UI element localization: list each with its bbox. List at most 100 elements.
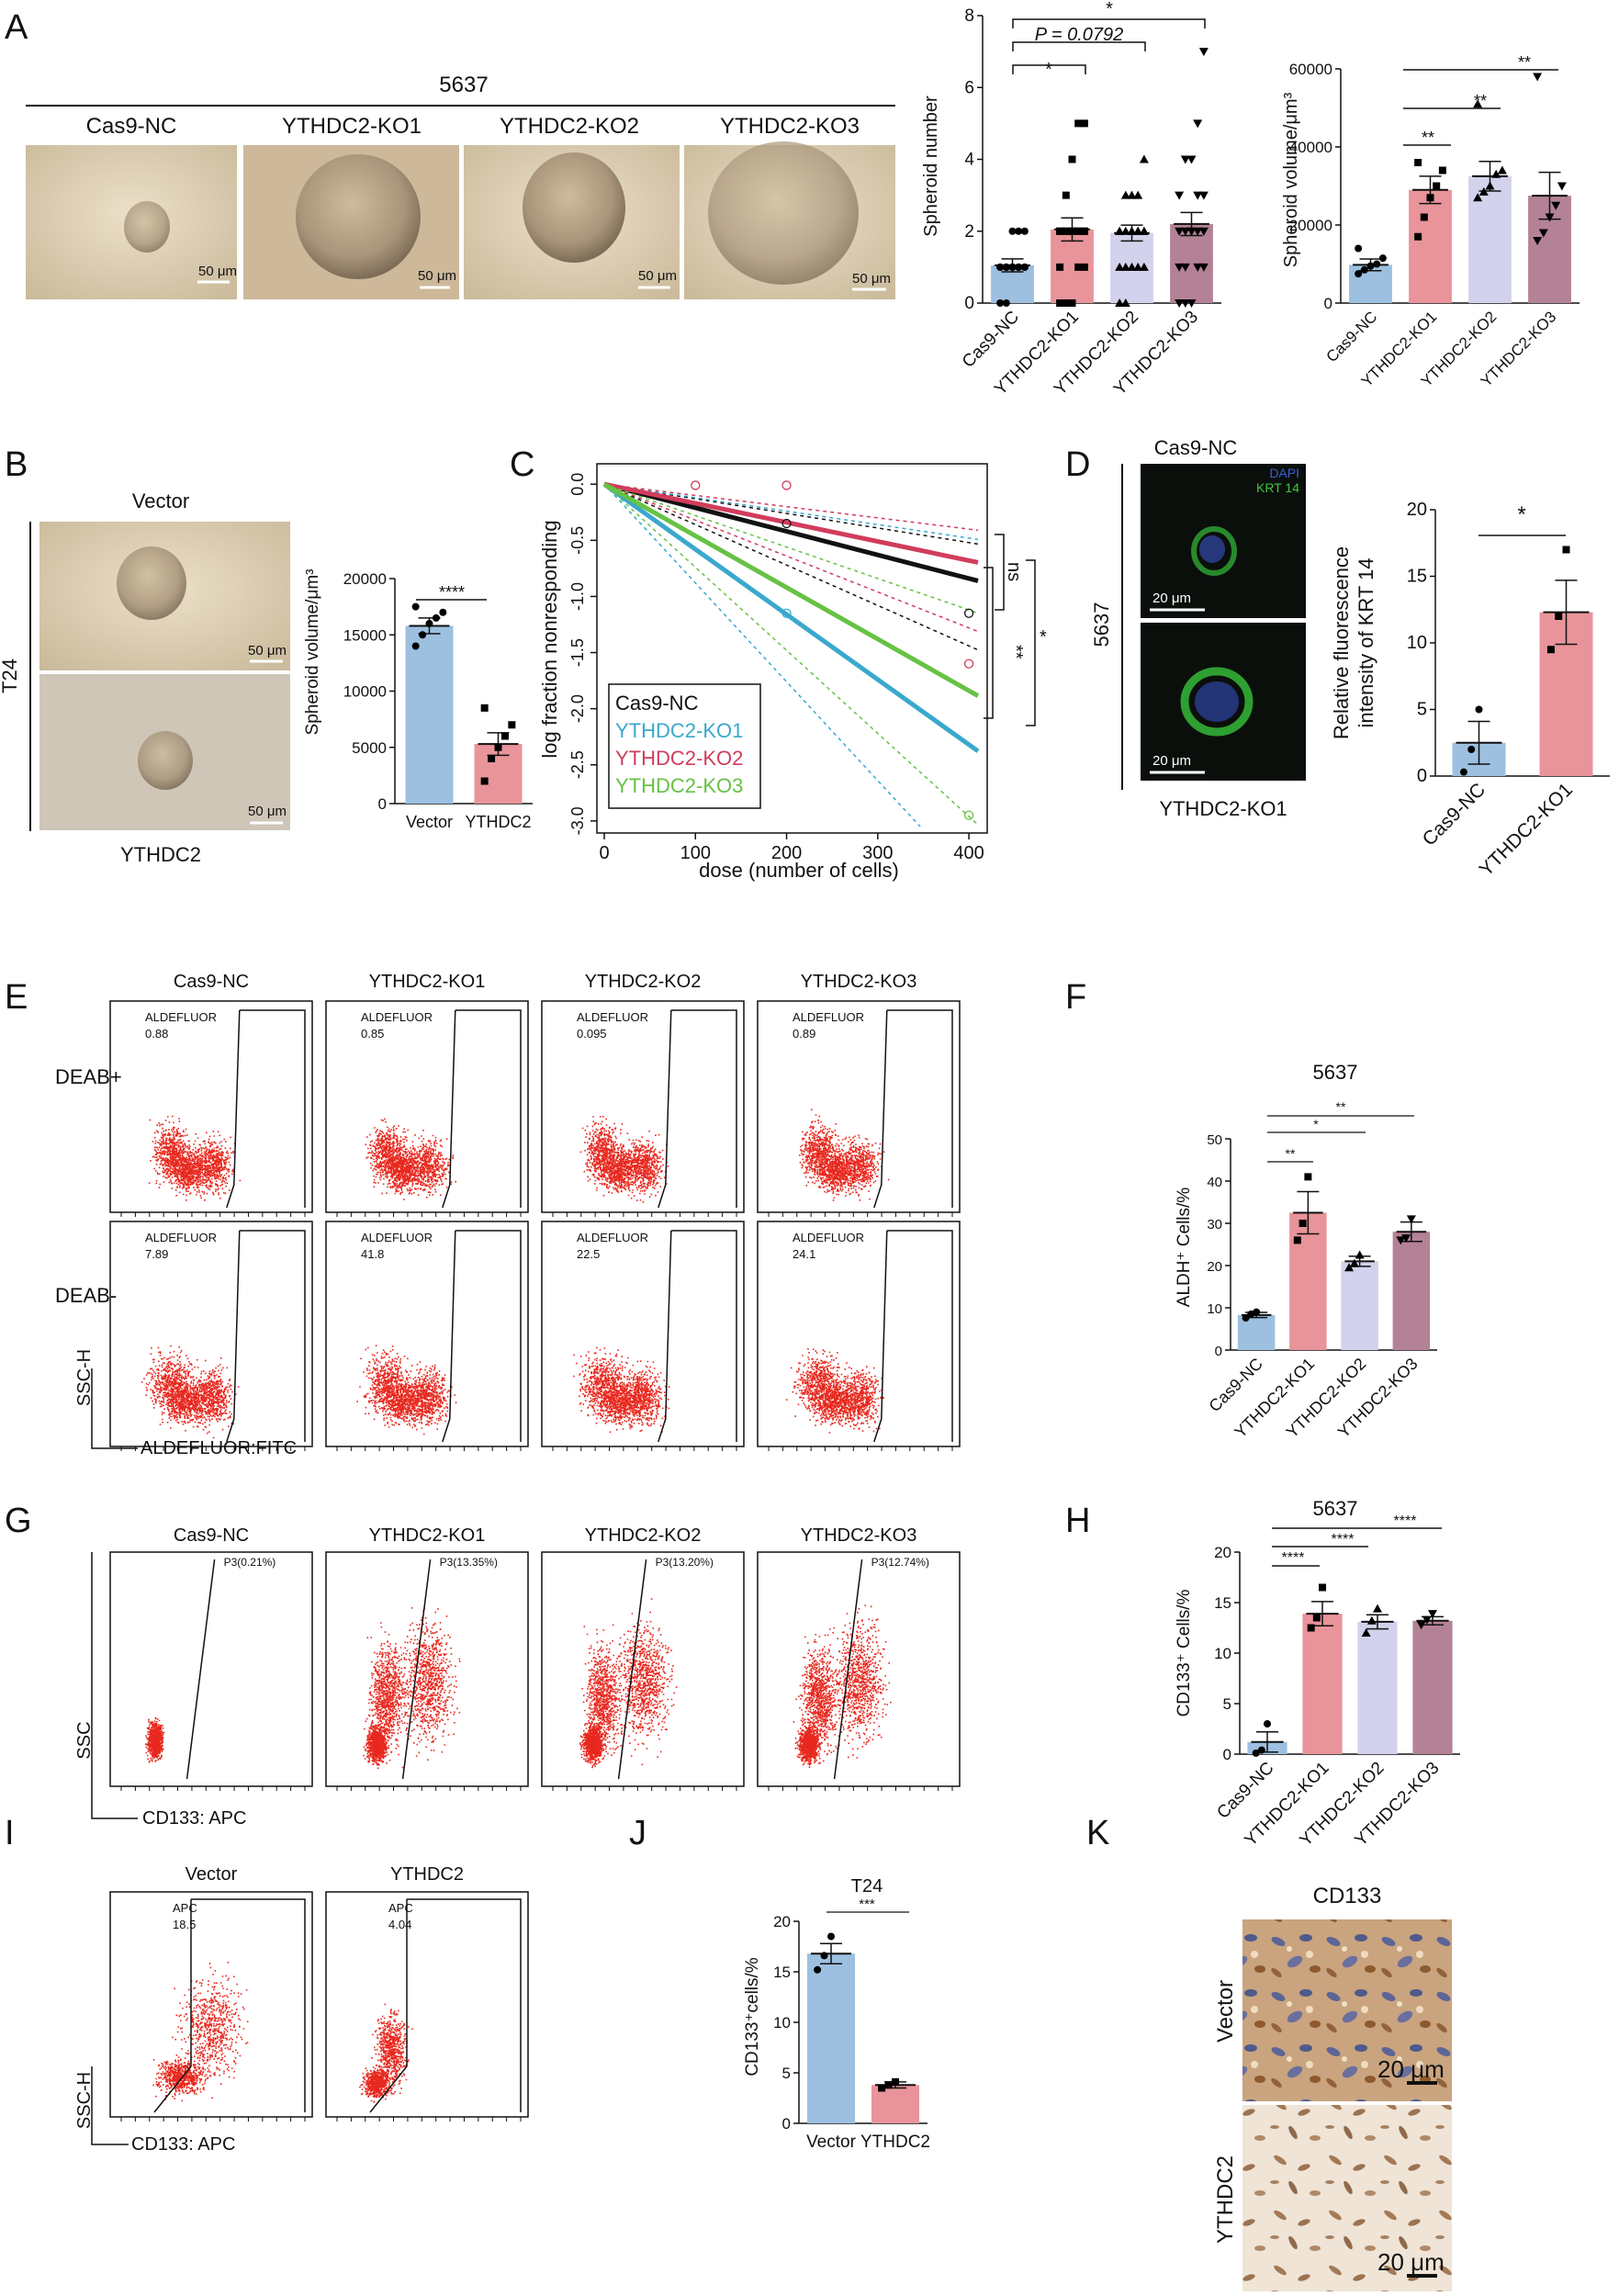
spheroid xyxy=(138,731,193,790)
x-category-label: Cas9-NC xyxy=(1322,308,1380,366)
data-point xyxy=(1127,226,1137,235)
data-point xyxy=(1533,237,1543,245)
observed-point xyxy=(691,480,701,490)
data-point xyxy=(1293,1236,1301,1244)
data-point xyxy=(1198,48,1209,57)
gate xyxy=(226,1009,306,1209)
chart-h-title: 5637 xyxy=(1313,1497,1358,1520)
chart-h: 5637 CD133⁺ Cells/% 05101520Cas9-NCYTHDC… xyxy=(1175,1497,1460,1851)
flow-plot xyxy=(109,1221,313,1451)
y-tick-label: 2 xyxy=(964,222,974,242)
data-point xyxy=(1344,1263,1355,1272)
data-point xyxy=(1312,1614,1321,1622)
panel-letter-d: D xyxy=(1065,445,1090,484)
data-point xyxy=(996,263,1005,271)
gate-value: 7.89 xyxy=(145,1247,168,1261)
data-point xyxy=(1015,263,1023,271)
scale-bar-label: 20 μm xyxy=(1377,2055,1445,2083)
event-dots xyxy=(363,1607,461,1770)
data-point xyxy=(1080,263,1088,271)
scale-bar-label: 20 μm xyxy=(1152,753,1191,769)
panel-letter-c: C xyxy=(510,445,534,484)
x-category-label: Cas9-NC xyxy=(1419,779,1490,850)
data-point xyxy=(1198,227,1209,236)
flow-plot xyxy=(757,1221,961,1451)
x-category-label: Vector xyxy=(806,2133,857,2152)
data-point xyxy=(1420,213,1428,221)
data-point xyxy=(1299,1220,1307,1227)
gate xyxy=(226,1230,306,1443)
panel-letter-j: J xyxy=(629,1814,646,1852)
data-point xyxy=(1355,270,1363,278)
data-point xyxy=(878,2084,886,2092)
chart-d: Relative fluorescence intensity of KRT 1… xyxy=(1330,500,1610,881)
data-point xyxy=(1257,1746,1265,1754)
y-tick-label: 15000 xyxy=(343,626,387,644)
data-point xyxy=(480,703,489,712)
data-point xyxy=(1080,119,1088,128)
chart-c-sig: ns * ** xyxy=(984,534,1047,726)
panel-d-bottom-label: YTHDC2-KO1 xyxy=(1159,797,1287,820)
data-point xyxy=(1433,182,1441,190)
data-point xyxy=(1062,191,1070,199)
y-tick-label: 5 xyxy=(782,2065,791,2082)
y-tick-label: 40000 xyxy=(1289,139,1332,156)
y-tick-label: 15 xyxy=(1214,1594,1231,1612)
fit-line xyxy=(602,482,980,698)
gate xyxy=(153,1898,306,2113)
plot-frame xyxy=(109,1000,313,1213)
spheroid xyxy=(117,546,186,620)
bar xyxy=(1409,189,1452,303)
gate-name: ALDEFLUOR xyxy=(577,1010,648,1024)
flow-column-label: Cas9-NC xyxy=(174,1525,249,1546)
sig-label: ** xyxy=(1518,53,1531,72)
y-tick-label: 30 xyxy=(1207,1217,1222,1232)
sig-label: ** xyxy=(1006,645,1026,659)
panel-letter-a: A xyxy=(5,8,28,47)
data-point xyxy=(1115,298,1125,307)
chart-j-ylabel: CD133⁺cells/% xyxy=(743,1957,762,2076)
panel-a-image-2-label: YTHDC2-KO1 xyxy=(282,114,422,139)
gate-value: P3(13.35%) xyxy=(440,1556,498,1569)
chart-a-volume: Spheroid volume/μm³ 0 20000 40000 60000 Cas9… xyxy=(1281,53,1580,390)
data-point xyxy=(1533,73,1543,82)
flow-plot xyxy=(325,1221,529,1451)
data-point xyxy=(1115,262,1125,271)
gate-name: ALDEFLUOR xyxy=(361,1010,433,1024)
panel-letter-h: H xyxy=(1065,1502,1090,1540)
data-point xyxy=(1414,232,1422,241)
x-tick-label: 100 xyxy=(680,843,711,863)
chart-c: log fraction nonresponding dose (number … xyxy=(538,463,1047,882)
data-point xyxy=(432,613,440,622)
gate-value: P3(0.21%) xyxy=(224,1556,276,1569)
gate xyxy=(658,1009,737,1209)
panel-a-image-4: YTHDC2-KO3 50 μm xyxy=(684,114,895,299)
sig-label: **** xyxy=(1282,1550,1305,1566)
data-point xyxy=(1373,260,1381,268)
panel-i-ylabel: SSC-H xyxy=(74,2072,95,2129)
panel-k-row-label-top: Vector xyxy=(1213,1980,1238,2043)
data-point xyxy=(1180,263,1190,272)
data-point xyxy=(1008,227,1017,235)
x-category-label: YTHDC2 xyxy=(465,813,531,831)
panel-e-row-label-top: DEAB+ xyxy=(55,1065,122,1088)
plot-frame xyxy=(325,1000,529,1213)
data-point xyxy=(884,2081,893,2089)
plot-frame xyxy=(109,1891,313,2118)
data-point xyxy=(488,755,496,762)
data-point xyxy=(996,299,1005,307)
y-tick-label: -2.5 xyxy=(568,750,587,779)
flow-plot xyxy=(325,1551,529,1791)
flow-plot xyxy=(757,1000,961,1217)
flow-column-label: YTHDC2-KO2 xyxy=(585,972,702,992)
data-point xyxy=(1253,1308,1261,1316)
data-point xyxy=(508,721,516,729)
y-tick-label: 10 xyxy=(773,2014,791,2032)
plot-frame xyxy=(325,1891,529,2118)
sig-brackets: ** * ** xyxy=(1267,1099,1414,1163)
bar xyxy=(1302,1614,1343,1754)
data-point xyxy=(411,602,420,611)
data-point xyxy=(1414,159,1422,166)
data-point xyxy=(1428,1610,1437,1619)
